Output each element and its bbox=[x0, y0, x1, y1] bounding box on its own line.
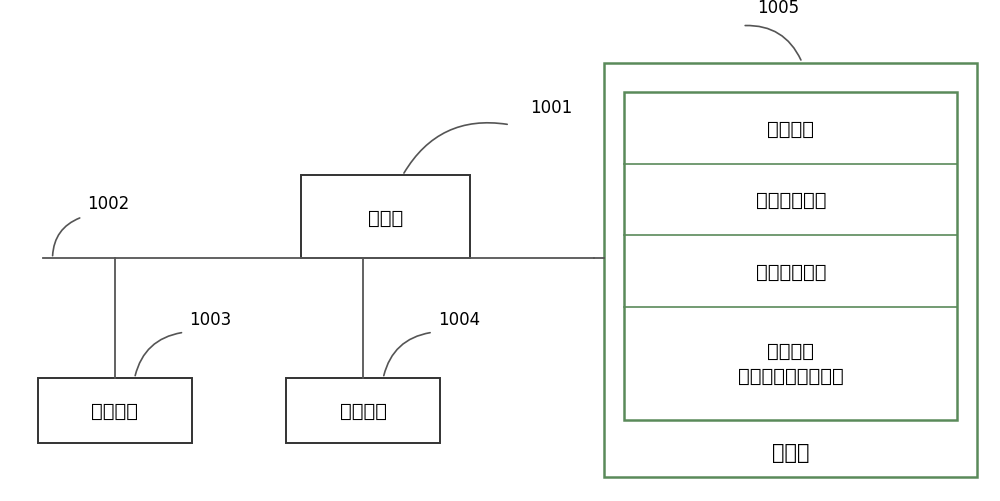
Bar bbox=[38, 379, 192, 443]
Text: 1005: 1005 bbox=[757, 0, 799, 18]
Text: 操作系统: 操作系统 bbox=[767, 120, 814, 138]
Text: 处理器: 处理器 bbox=[368, 208, 403, 227]
Bar bbox=[604, 64, 977, 477]
Text: 网络通信模块: 网络通信模块 bbox=[756, 191, 826, 210]
Text: 1001: 1001 bbox=[530, 98, 572, 116]
Bar bbox=[286, 379, 440, 443]
Text: 1002: 1002 bbox=[87, 195, 130, 213]
Text: 1003: 1003 bbox=[189, 310, 231, 328]
Text: 用户接口: 用户接口 bbox=[91, 401, 138, 420]
Text: 用户接口模块: 用户接口模块 bbox=[756, 262, 826, 281]
Text: 基于英语
知识图谱的检索程序: 基于英语 知识图谱的检索程序 bbox=[738, 342, 844, 386]
Text: 存储器: 存储器 bbox=[772, 442, 810, 462]
Bar bbox=[301, 176, 470, 259]
Text: 1004: 1004 bbox=[438, 310, 480, 328]
Text: 网络接口: 网络接口 bbox=[340, 401, 387, 420]
Bar bbox=[624, 93, 957, 420]
